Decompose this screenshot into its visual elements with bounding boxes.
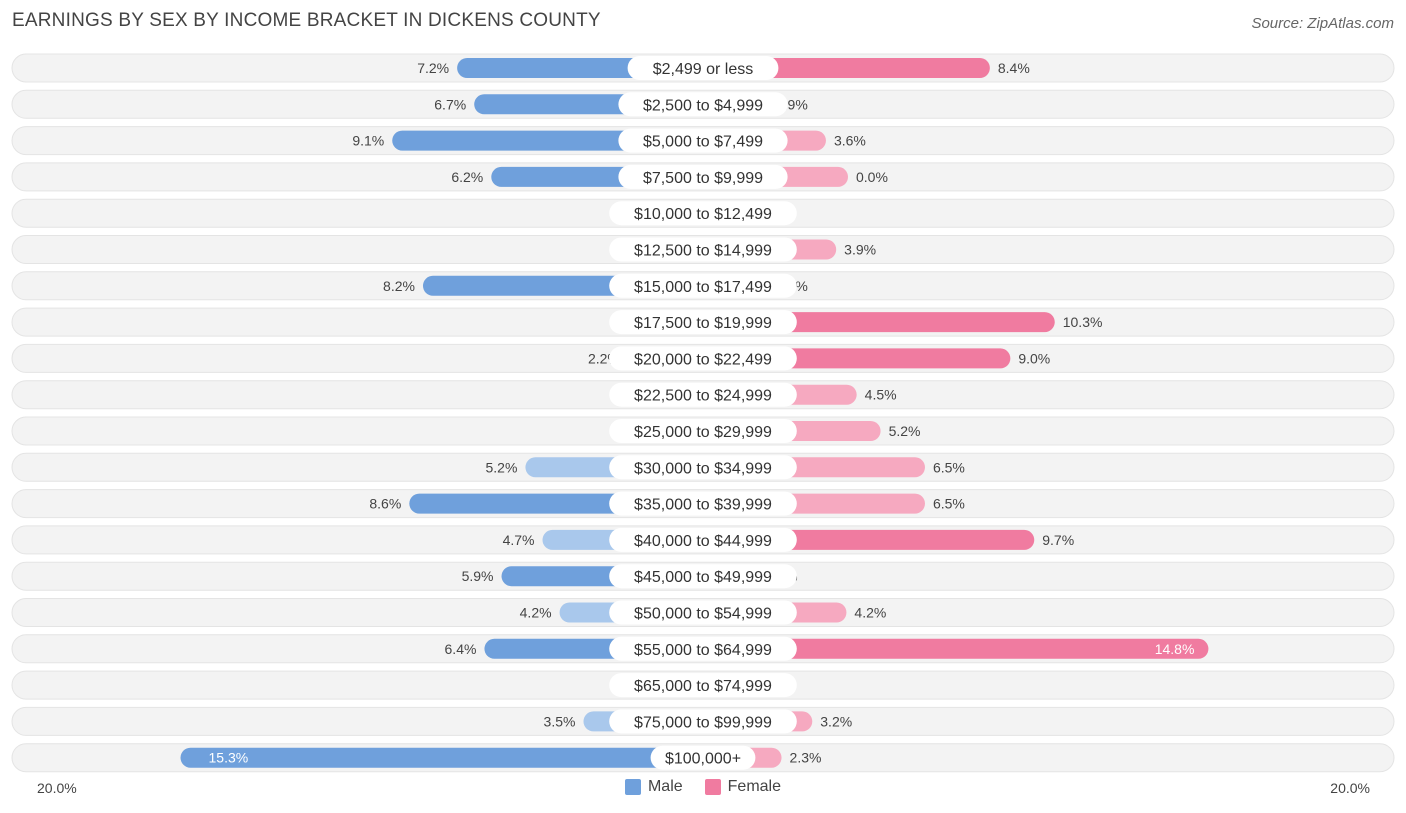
legend-item-female[interactable]: Female [704, 778, 782, 796]
legend-item-male[interactable]: Male [624, 778, 683, 796]
category-label: $45,000 to $49,999 [634, 569, 772, 586]
female-value-label: 3.9% [844, 242, 876, 258]
female-value-label: 10.3% [1063, 314, 1103, 330]
category-pill [609, 564, 797, 589]
category-label: $10,000 to $12,499 [634, 206, 772, 223]
category-pill [609, 673, 797, 698]
male-value-label: 6.4% [445, 641, 477, 657]
category-label: $12,500 to $14,999 [634, 243, 772, 260]
category-pill [609, 527, 797, 552]
category-label: $2,500 to $4,999 [643, 97, 763, 114]
male-value-label: 7.2% [417, 60, 449, 76]
female-value-label: 6.5% [933, 496, 965, 512]
female-value-label: 3.2% [820, 713, 852, 729]
category-pill [609, 201, 797, 226]
category-label: $7,500 to $9,999 [643, 170, 763, 187]
category-pill [609, 455, 797, 480]
category-label: $100,000+ [665, 751, 741, 768]
male-value-label: 5.9% [462, 568, 494, 584]
female-bar [703, 638, 1209, 659]
category-label: $5,000 to $7,499 [643, 134, 763, 151]
female-value-label: 0.0% [856, 169, 888, 185]
legend-swatch-female [704, 779, 721, 795]
category-pill [609, 600, 797, 625]
category-label: $40,000 to $44,999 [634, 533, 772, 550]
legend-label-female: Female [727, 778, 782, 795]
category-label: $65,000 to $74,999 [634, 678, 772, 695]
category-pill [609, 382, 797, 407]
legend: Male Female [0, 778, 1406, 796]
male-value-label: 6.2% [451, 169, 483, 185]
male-value-label: 8.6% [369, 496, 401, 512]
source-label: Source: ZipAtlas.com [1251, 15, 1394, 32]
category-pill [609, 346, 797, 371]
category-label: $17,500 to $19,999 [634, 315, 772, 332]
female-value-label: 3.6% [834, 133, 866, 149]
female-value-label: 5.2% [889, 423, 921, 439]
female-value-label: 2.3% [790, 750, 822, 766]
category-pill [618, 128, 788, 153]
category-pill [609, 491, 797, 516]
category-pill [609, 419, 797, 443]
category-label: $15,000 to $17,499 [634, 279, 772, 296]
category-pill [609, 273, 797, 298]
category-label: $75,000 to $99,999 [634, 714, 772, 731]
category-pill [609, 636, 797, 661]
category-label: $22,500 to $24,999 [634, 388, 772, 405]
female-value-label: 6.5% [933, 459, 965, 475]
male-value-label: 4.7% [503, 532, 535, 548]
axis-left-label: 20.0% [37, 780, 77, 796]
category-pill [650, 745, 756, 770]
female-value-label: 4.2% [854, 605, 886, 621]
female-value-label: 9.7% [1042, 532, 1074, 548]
category-pill [609, 310, 797, 335]
male-value-label: 3.5% [544, 713, 576, 729]
male-value-label: 4.2% [520, 605, 552, 621]
category-pill [609, 237, 797, 262]
male-value-label: 5.2% [485, 459, 517, 475]
category-label: $35,000 to $39,999 [634, 497, 772, 514]
male-value-label: 15.3% [209, 750, 249, 766]
legend-label-male: Male [647, 778, 683, 795]
category-pill [618, 92, 788, 117]
female-value-label: 8.4% [998, 60, 1030, 76]
female-value-label: 4.5% [865, 387, 897, 403]
male-value-label: 8.2% [383, 278, 415, 294]
category-label: $20,000 to $22,499 [634, 351, 772, 368]
category-label: $55,000 to $64,999 [634, 642, 772, 659]
female-value-label: 14.8% [1155, 641, 1195, 657]
category-pill [609, 709, 797, 734]
male-bar [180, 747, 703, 768]
category-label: $30,000 to $34,999 [634, 460, 772, 477]
category-label: $2,499 or less [653, 61, 754, 78]
axis-right-label: 20.0% [1330, 780, 1370, 796]
category-pill [618, 164, 788, 189]
chart-title: EARNINGS BY SEX BY INCOME BRACKET IN DIC… [12, 10, 601, 31]
male-value-label: 6.7% [434, 96, 466, 112]
category-pill [627, 56, 779, 80]
category-label: $25,000 to $29,999 [634, 424, 772, 441]
category-label: $50,000 to $54,999 [634, 606, 772, 623]
legend-swatch-male [624, 779, 641, 795]
male-value-label: 9.1% [352, 133, 384, 149]
female-value-label: 9.0% [1018, 350, 1050, 366]
